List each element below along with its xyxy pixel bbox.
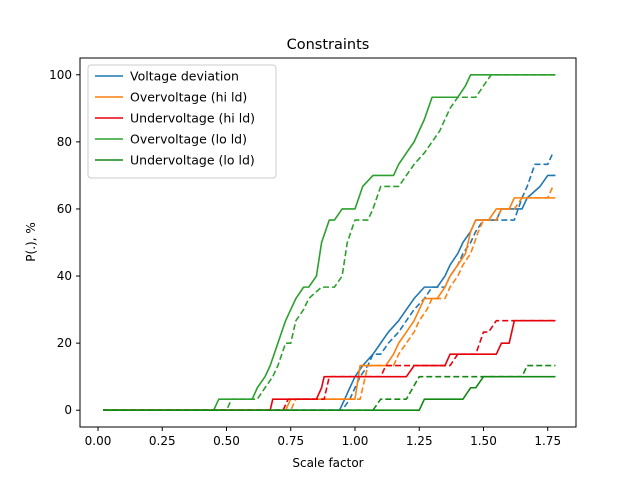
x-tick-label: 0.75: [277, 434, 304, 448]
series-line-overvoltage-hi-ld-solid: [103, 197, 556, 412]
y-axis-label: P(.), %: [24, 222, 38, 261]
y-tick-label: 60: [57, 202, 72, 216]
y-tick-label: 100: [49, 68, 72, 82]
y-tick-label: 0: [64, 403, 72, 417]
legend-box: [87, 64, 277, 179]
series-line-unlabeled-dashed: [103, 152, 554, 412]
x-tick-label: 1.00: [342, 434, 369, 448]
series-layer: [103, 73, 556, 412]
series-line-unlabeled-dashed: [103, 186, 554, 412]
series-line-unlabeled-dashed: [103, 73, 556, 412]
legend: Voltage deviation Overvoltage (hi ld) Unde…: [87, 64, 277, 179]
x-tick-label: 1.75: [534, 434, 561, 448]
series-line-undervoltage-hi-ld-solid: [103, 319, 556, 412]
chart-title: Constraints: [287, 37, 370, 53]
legend-label: Overvoltage (lo ld): [130, 132, 247, 147]
axes-frame: [79, 57, 577, 428]
x-tick-label: 0.25: [149, 434, 176, 448]
x-tick-label: 1.25: [406, 434, 433, 448]
series-line-overvoltage-lo-ld-solid: [103, 73, 556, 412]
legend-label: Undervoltage (hi ld): [130, 111, 255, 126]
x-tick-label: 0.00: [85, 434, 112, 448]
y-tick-label: 40: [57, 269, 72, 283]
series-line-unlabeled-dashed: [103, 319, 556, 412]
legend-label: Voltage deviation: [130, 69, 239, 84]
x-axis-label: Scale factor: [292, 456, 363, 470]
x-tick-label: 0.50: [213, 434, 240, 448]
series-line-undervoltage-lo-ld-solid: [103, 375, 556, 412]
x-tick-label: 1.50: [470, 434, 497, 448]
y-tick-label: 20: [57, 336, 72, 350]
legend-label: Overvoltage (hi ld): [130, 90, 247, 105]
legend-label: Undervoltage (lo ld): [130, 153, 255, 168]
y-axis: 0 20 40 60 80 100: [49, 68, 80, 417]
x-axis: 0.00 0.25 0.50 0.75 1.00 1.25 1.50 1.75: [85, 427, 561, 448]
y-tick-label: 80: [57, 135, 72, 149]
series-line-unlabeled-dashed: [103, 364, 556, 412]
